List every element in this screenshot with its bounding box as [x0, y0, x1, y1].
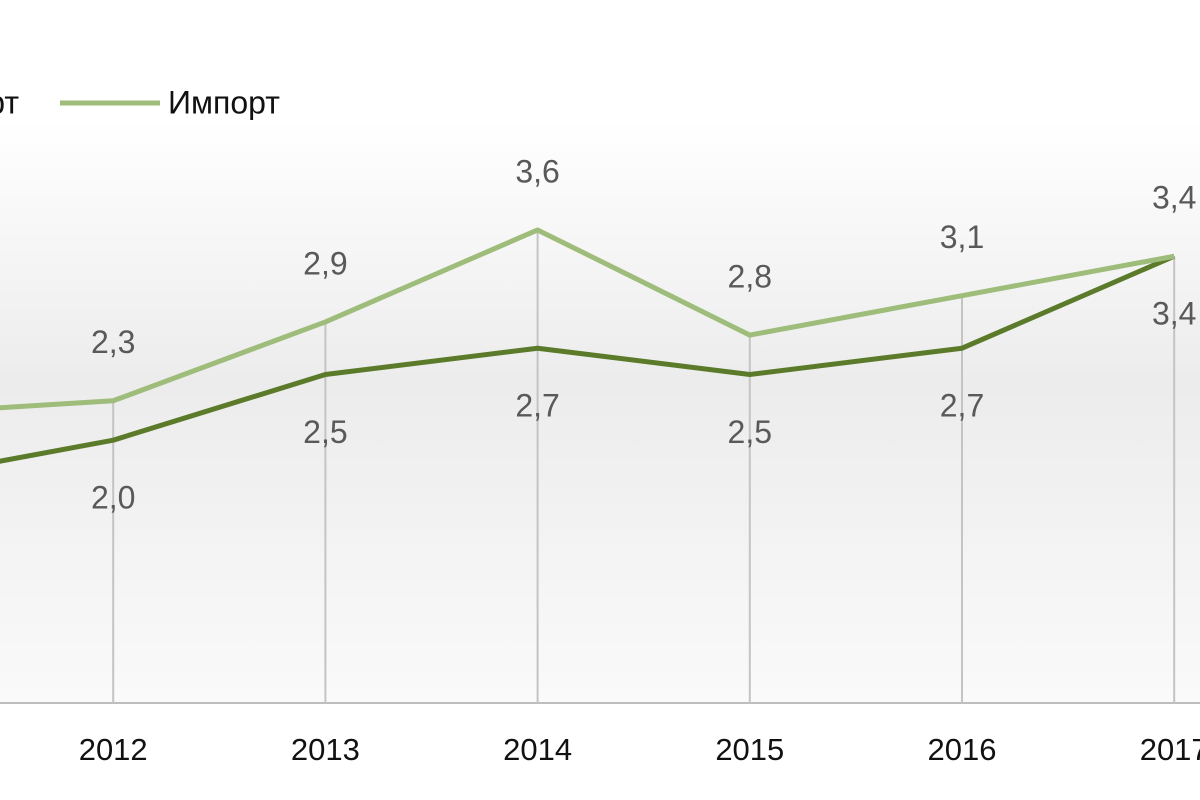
data-label: 3,4: [1152, 296, 1196, 332]
plot-background: [0, 120, 1200, 703]
x-tick-label: 2014: [503, 732, 572, 767]
legend-label: Импорт: [168, 84, 280, 120]
x-tick-label: 2012: [79, 732, 148, 767]
series-line: [0, 253, 1176, 464]
data-label: 2,0: [91, 480, 135, 516]
x-tick-label: 2017: [1140, 732, 1200, 767]
series-line: [0, 227, 1175, 411]
data-label: 3,6: [515, 153, 559, 189]
x-tick-label: 2013: [291, 732, 360, 767]
legend-label: Экспорт: [0, 84, 19, 120]
data-label: 2,7: [940, 388, 984, 424]
data-label: 2,7: [515, 388, 559, 424]
data-label: 3,1: [940, 219, 984, 255]
data-label: 2,3: [91, 324, 135, 360]
data-label: 2,5: [728, 414, 772, 450]
data-label: 2,5: [303, 414, 347, 450]
data-label: 2,8: [728, 259, 772, 295]
data-label: 3,4: [1152, 180, 1196, 216]
x-tick-label: 2015: [715, 732, 784, 767]
data-label: 2,9: [303, 245, 347, 281]
x-tick-label: 2016: [928, 732, 997, 767]
